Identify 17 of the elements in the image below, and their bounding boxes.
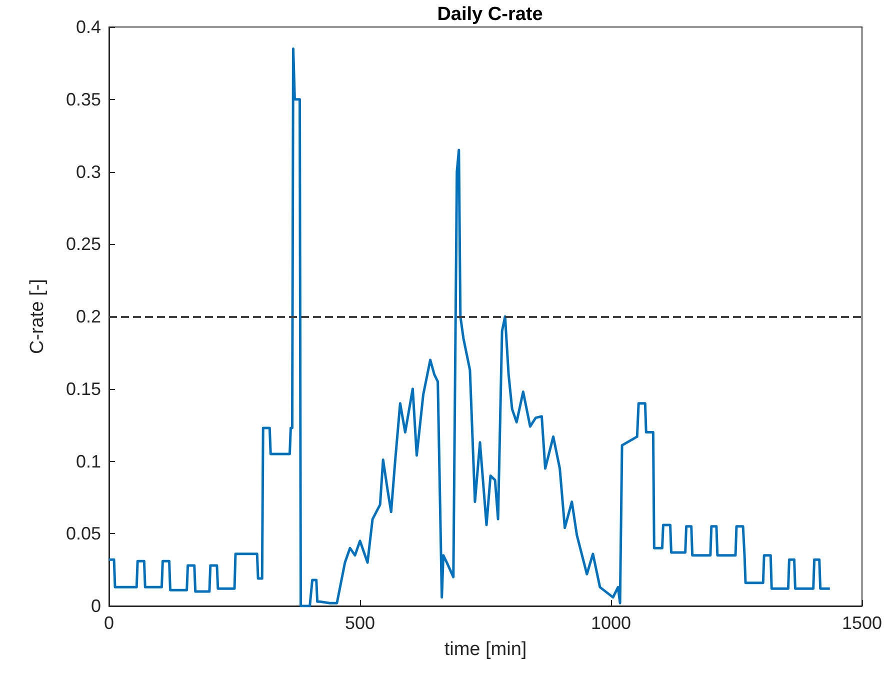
y-tick-label: 0.05	[66, 524, 101, 544]
x-tick-label: 0	[104, 613, 114, 633]
x-tick-label: 1000	[590, 613, 632, 633]
y-tick-label: 0	[90, 596, 101, 616]
y-tick-label: 0.1	[76, 451, 101, 472]
y-tick-label: 0.35	[66, 89, 101, 110]
x-axis-title: time [min]	[444, 639, 527, 660]
y-tick-label: 0.15	[66, 378, 101, 399]
y-tick-label: 0.2	[76, 306, 101, 326]
line-series	[108, 47, 832, 608]
chart-title: Daily C-rate	[437, 4, 543, 25]
y-axis-title: C-rate [-]	[27, 279, 48, 354]
x-tick-label: 500	[344, 613, 376, 633]
y-tick-label: 0.25	[66, 234, 101, 254]
y-tick-label: 0.4	[76, 17, 101, 37]
x-tick-label: 1500	[842, 613, 882, 633]
y-tick-label: 0.3	[76, 162, 101, 182]
